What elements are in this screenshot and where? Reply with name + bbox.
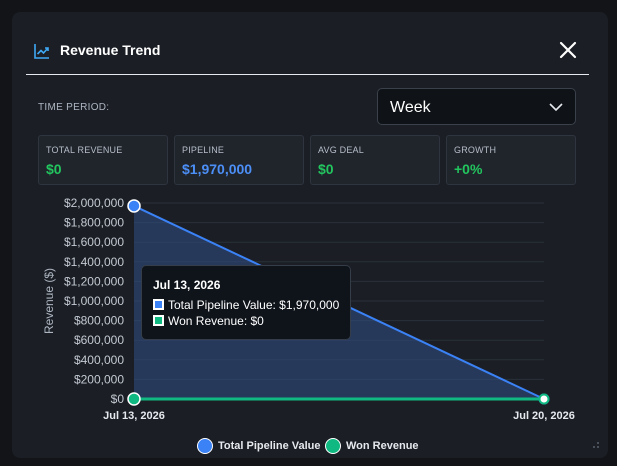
- tooltip-swatch-pipeline: [153, 299, 164, 310]
- y-tick-label: $1,400,000: [64, 255, 124, 269]
- card-value: $0: [318, 161, 334, 177]
- card-avg-deal: AVG DEAL $0: [310, 135, 440, 185]
- card-total-revenue: TOTAL REVENUE $0: [38, 135, 168, 185]
- y-tick-label: $600,000: [74, 333, 124, 347]
- card-label: TOTAL REVENUE: [46, 145, 123, 155]
- chevron-down-icon: [549, 103, 563, 112]
- data-point-won: [538, 393, 550, 405]
- card-pipeline: PIPELINE $1,970,000: [174, 135, 304, 185]
- x-tick-label: Jul 13, 2026: [103, 410, 165, 422]
- y-tick-label: $400,000: [74, 353, 124, 367]
- trend-chart-icon: [34, 44, 49, 59]
- resize-handle-icon[interactable]: [592, 441, 600, 449]
- y-tick-label: $2,000,000: [64, 196, 124, 210]
- close-icon[interactable]: [556, 38, 580, 62]
- y-axis-label: Revenue ($): [42, 268, 56, 334]
- legend-dot-won: [325, 438, 341, 454]
- tooltip-swatch-won: [153, 315, 164, 326]
- header-divider: [26, 74, 589, 75]
- summary-cards: TOTAL REVENUE $0 PIPELINE $1,970,000 AVG…: [38, 135, 577, 185]
- card-value: $1,970,000: [182, 161, 253, 177]
- x-tick-label: Jul 20, 2026: [513, 410, 575, 422]
- panel-title: Revenue Trend: [60, 42, 161, 58]
- y-tick-label: $1,600,000: [64, 235, 124, 249]
- tooltip-text-pipeline: Total Pipeline Value: $1,970,000: [168, 298, 340, 312]
- y-tick-label: $200,000: [74, 372, 124, 386]
- data-point-pipeline: [127, 199, 141, 213]
- card-label: AVG DEAL: [318, 145, 364, 155]
- card-value: +0%: [454, 161, 483, 177]
- card-label: PIPELINE: [182, 145, 225, 155]
- y-tick-label: $800,000: [74, 314, 124, 328]
- y-tick-label: $1,200,000: [64, 274, 124, 288]
- chart-tooltip: Jul 13, 2026 Total Pipeline Value: $1,97…: [141, 265, 351, 340]
- time-period-value: Week: [390, 99, 431, 116]
- time-period-label: TIME PERIOD:: [38, 102, 110, 113]
- y-tick-label: $1,000,000: [64, 294, 124, 308]
- legend-label-won: Won Revenue: [346, 440, 419, 452]
- card-label: GROWTH: [454, 145, 497, 155]
- y-tick-label: $0: [111, 392, 125, 406]
- time-period-select[interactable]: Week: [377, 88, 576, 125]
- card-growth: GROWTH +0%: [446, 135, 576, 185]
- card-value: $0: [46, 161, 62, 177]
- tooltip-title: Jul 13, 2026: [153, 278, 221, 292]
- panel-header: Revenue Trend: [26, 40, 588, 74]
- y-tick-label: $1,800,000: [64, 216, 124, 230]
- tooltip-text-won: Won Revenue: $0: [168, 314, 264, 328]
- legend-dot-pipeline: [197, 438, 213, 454]
- data-point-won: [127, 392, 141, 406]
- revenue-trend-panel: Revenue Trend TIME PERIOD: Week TOTAL RE…: [12, 12, 608, 458]
- legend-label-pipeline: Total Pipeline Value: [218, 440, 321, 452]
